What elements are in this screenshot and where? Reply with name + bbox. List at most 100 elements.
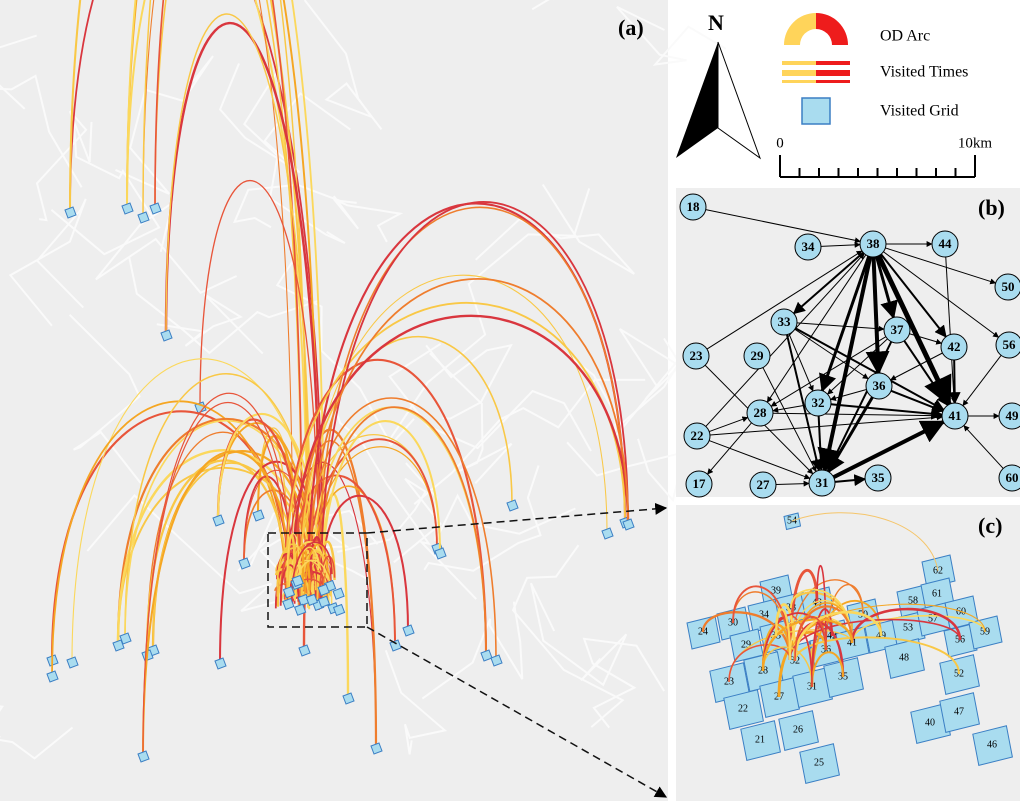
od-arc [68, 0, 311, 596]
network-node [883, 316, 911, 344]
grid-arc [762, 612, 827, 672]
network-edge [786, 334, 823, 472]
node-label: 41 [949, 408, 962, 423]
network-edge [819, 255, 871, 393]
od-arc [126, 0, 309, 589]
node-label: 42 [948, 339, 961, 354]
network-edge [890, 352, 943, 381]
grid-arc [851, 614, 986, 644]
network-edge [705, 209, 861, 244]
network-edge [766, 254, 867, 403]
od-arc [126, 0, 326, 585]
network-node [746, 399, 774, 427]
network-edge [909, 333, 943, 345]
road [423, 465, 542, 572]
grid-marker [434, 547, 447, 560]
network-edge [796, 322, 885, 332]
road [218, 63, 351, 174]
grid-label: 48 [899, 652, 909, 663]
grid-marker [66, 656, 79, 669]
road [421, 601, 524, 700]
network-edge [792, 251, 864, 315]
od-arc [199, 179, 320, 579]
grid-label: 53 [903, 622, 913, 633]
node-label: 44 [939, 236, 953, 251]
road [156, 293, 264, 355]
grid-cell [939, 654, 980, 696]
network-edge [772, 412, 943, 419]
od-arc [142, 392, 294, 757]
grid-label: 57 [928, 613, 938, 624]
grid-cell [759, 677, 800, 719]
network-edge [817, 256, 873, 473]
grid-label: 40 [925, 717, 935, 728]
grid-cell [943, 623, 978, 658]
node-label: 17 [693, 476, 707, 491]
network-edge [770, 336, 887, 407]
road [237, 509, 379, 580]
grid-label: 29 [741, 639, 751, 650]
grid-marker [119, 632, 132, 645]
grid-marker [294, 603, 307, 616]
node-label: 18 [687, 199, 701, 214]
network-edge [963, 425, 1004, 469]
node-label: 49 [1006, 408, 1020, 423]
od-arc [304, 274, 608, 581]
node-label: 56 [1003, 337, 1017, 352]
od-arc [154, 0, 304, 595]
road [35, 110, 93, 222]
node-label: 36 [873, 378, 887, 393]
grid-marker [46, 670, 59, 683]
od-arc [124, 419, 314, 639]
network-edge [885, 247, 997, 285]
grid-marker [112, 639, 125, 652]
grid-arc [761, 618, 854, 672]
node-label: 35 [872, 470, 886, 485]
network-edge [708, 440, 811, 480]
road [8, 198, 87, 327]
grid-arc [793, 610, 883, 662]
od-arc [142, 0, 294, 583]
network-node [998, 402, 1020, 430]
road [429, 352, 513, 484]
od-arc [284, 358, 488, 656]
network-node [804, 389, 832, 417]
panel-label: (b) [978, 195, 1005, 220]
grid-label: 26 [793, 724, 803, 735]
network-edge [709, 414, 943, 436]
grid-label: 25 [814, 757, 824, 768]
od-arc [303, 543, 329, 605]
od-arc [165, 13, 312, 588]
network-node [995, 331, 1020, 359]
od-arc [126, 0, 320, 596]
road [68, 314, 142, 484]
grid-marker [305, 593, 319, 607]
network-edge [945, 256, 957, 404]
node-label: 37 [891, 322, 905, 337]
network-edge [772, 404, 806, 413]
network-edge [794, 328, 869, 380]
od-arc [308, 277, 629, 578]
grid-label: 21 [755, 734, 765, 745]
grid-arc [811, 608, 833, 688]
network-edge [705, 253, 865, 427]
grid-marker [389, 639, 402, 652]
grid-marker [137, 750, 150, 763]
zoom-box [267, 532, 368, 628]
network-node [994, 273, 1020, 301]
road [549, 339, 701, 426]
node-label: 31 [816, 475, 829, 490]
network-nodes: 18 34 38 44 50 33 37 42 56 23 29 36 32 28 41 49 22 17 27 31… [679, 193, 1020, 499]
road [337, 477, 442, 564]
legend-grid [801, 97, 831, 125]
network-edge [876, 254, 952, 407]
od-arc [291, 474, 396, 646]
grid-marker [342, 692, 355, 705]
network-edge [875, 256, 898, 320]
grid-marker [212, 514, 225, 527]
zoom-connector [366, 502, 668, 534]
node-label: 33 [778, 314, 792, 329]
network-edge [832, 420, 946, 479]
od-arc [309, 536, 324, 586]
od-arc [321, 494, 410, 631]
